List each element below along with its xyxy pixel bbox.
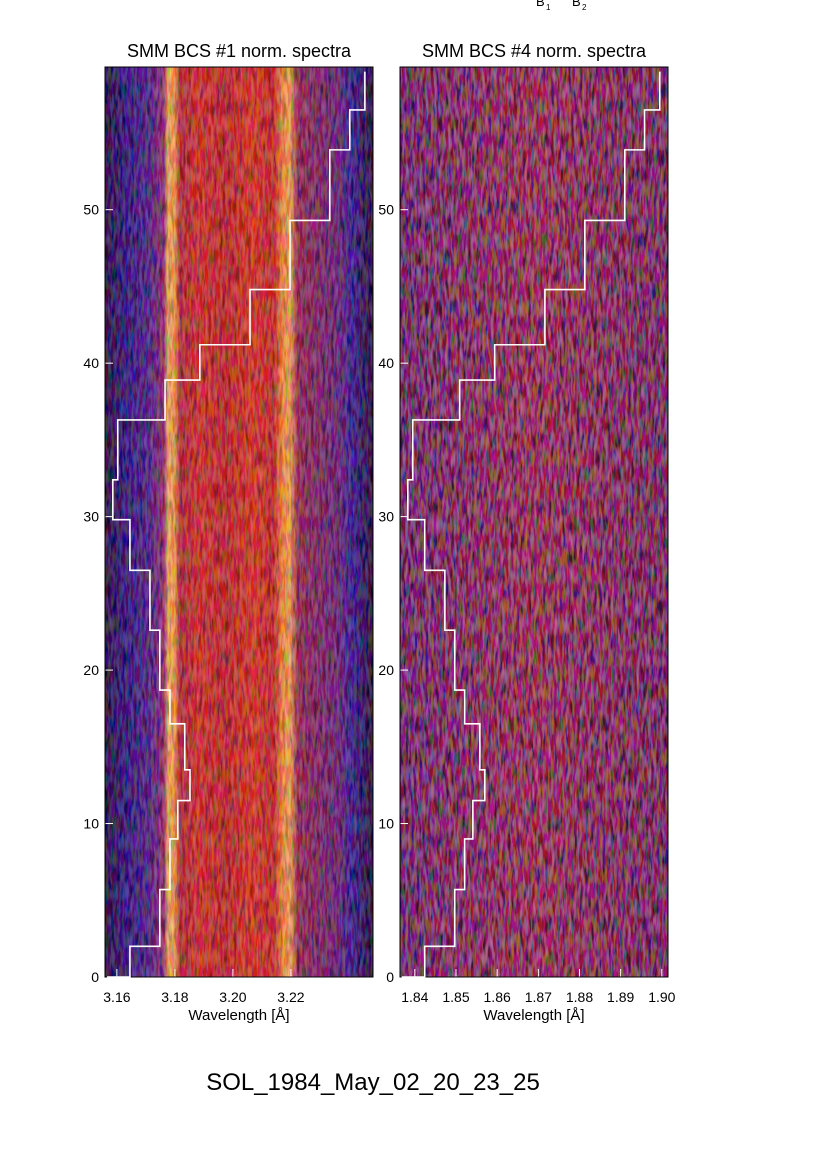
panel-images <box>105 67 668 977</box>
top-label-sub: 1 <box>546 3 551 12</box>
plot-frame <box>399 66 669 978</box>
light-curve <box>401 71 661 978</box>
y-tick-label: 10 <box>378 816 394 832</box>
x-tick-label: 1.86 <box>484 989 511 1005</box>
x-tick-label: 1.87 <box>525 989 552 1005</box>
y-tick-label: 0 <box>91 969 99 985</box>
spectrogram-noise-1 <box>105 67 373 977</box>
y-tick-label: 20 <box>378 662 394 678</box>
y-tick-label: 0 <box>386 969 394 985</box>
y-tick-label: 40 <box>378 355 394 371</box>
x-tick-label: 1.90 <box>648 989 675 1005</box>
panel-title: SMM BCS #1 norm. spectra <box>127 41 352 61</box>
y-tick-label: 30 <box>83 509 99 525</box>
top-label-sub: 2 <box>582 3 587 12</box>
panel-title: SMM BCS #4 norm. spectra <box>422 41 647 61</box>
x-tick-label: 3.22 <box>277 989 304 1005</box>
x-tick-label: 3.20 <box>219 989 246 1005</box>
x-tick-label: 1.89 <box>607 989 634 1005</box>
y-tick-label: 20 <box>83 662 99 678</box>
x-tick-label: 3.18 <box>161 989 188 1005</box>
plot-frame <box>104 66 374 978</box>
y-tick-label: 10 <box>83 816 99 832</box>
x-tick-label: 1.88 <box>566 989 593 1005</box>
light-curve <box>107 71 366 978</box>
y-tick-label: 40 <box>83 355 99 371</box>
spectrogram-noise-2 <box>400 67 668 977</box>
x-tick-label: 1.85 <box>442 989 469 1005</box>
top-label: B <box>536 0 545 9</box>
y-tick-label: 50 <box>83 202 99 218</box>
x-axis-label: Wavelength [Å] <box>483 1007 584 1024</box>
y-tick-label: 50 <box>378 202 394 218</box>
x-axis-label: Wavelength [Å] <box>188 1007 289 1024</box>
x-tick-label: 1.84 <box>401 989 428 1005</box>
y-tick-label: 30 <box>378 509 394 525</box>
top-label: B <box>572 0 581 9</box>
x-tick-label: 3.16 <box>103 989 130 1005</box>
figure-title: SOL_1984_May_02_20_23_25 <box>206 1069 540 1096</box>
